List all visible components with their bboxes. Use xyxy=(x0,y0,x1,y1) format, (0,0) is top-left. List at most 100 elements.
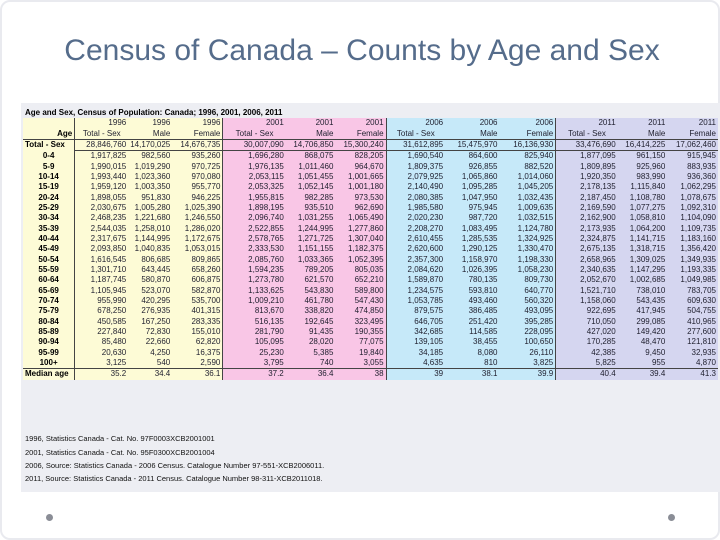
table-cell: 35.2 xyxy=(74,368,129,380)
table-cell: 738,010 xyxy=(617,285,668,296)
table-cell: 1,092,310 xyxy=(667,202,718,214)
year-header-cell: 2006 xyxy=(499,118,556,129)
table-cell: 2,030,675 xyxy=(74,202,129,214)
table-cell: 410,965 xyxy=(667,316,718,327)
table-cell: 813,670 xyxy=(222,306,286,317)
bullet-dot-left xyxy=(46,514,53,521)
table-cell: 970,080 xyxy=(172,171,223,183)
table-cell: 31,612,895 xyxy=(385,139,446,152)
table-cell: 955,990 xyxy=(74,295,129,307)
table-cell: 1,077,275 xyxy=(617,202,668,214)
table-cell: 20,630 xyxy=(74,347,129,358)
table-cell: 9,450 xyxy=(617,347,668,358)
census-table: 1996 1996 1996 2001 2001 2001 2006 2006 2006 2011… xyxy=(23,118,718,380)
table-cell: 1,058,810 xyxy=(617,213,668,224)
measure-header-row: Age Total - Sex Male Female Total - Sex Male F… xyxy=(23,128,718,140)
table-cell: 2,610,455 xyxy=(385,233,446,245)
table-cell: 825,940 xyxy=(499,150,556,162)
table-cell: 1,616,545 xyxy=(74,254,129,265)
table-cell: 1,993,440 xyxy=(74,171,129,183)
table-cell: 580,870 xyxy=(128,275,173,286)
table-cell: 2,317,675 xyxy=(74,233,129,245)
table-cell: 227,840 xyxy=(74,326,129,338)
table-cell: 1,065,860 xyxy=(445,171,500,183)
table-cell: 982,285 xyxy=(285,192,336,203)
table-cell: 1,309,025 xyxy=(617,254,668,265)
table-cell: 1,001,665 xyxy=(335,171,387,183)
table-cell: 1,521,710 xyxy=(555,285,618,296)
source-note-2006: 2006, Source: Statistics Canada - 2006 C… xyxy=(25,461,325,470)
table-cell: 170,285 xyxy=(555,337,618,348)
table-cell: 1,959,120 xyxy=(74,182,129,193)
table-cell: 1,286,020 xyxy=(172,223,223,234)
table-cell: 1,158,060 xyxy=(555,295,618,307)
table-row: 0-4 1,917,825 982,560 935,260 1,696,280 868,0… xyxy=(23,150,718,162)
table-cell: 982,560 xyxy=(128,150,173,162)
table-cell: 15,475,970 xyxy=(445,139,500,152)
table-cell: 1,141,715 xyxy=(617,233,668,245)
table-cell: 26,110 xyxy=(499,347,556,358)
table-cell: 2,053,325 xyxy=(222,182,286,193)
measure-header-cell: Female xyxy=(667,128,718,140)
table-cell: 652,210 xyxy=(335,275,387,286)
table-cell: 2,162,900 xyxy=(555,213,618,224)
table-cell: 809,865 xyxy=(172,254,223,265)
table-row: 55-59 1,301,710 643,445 658,260 1,594,235 789… xyxy=(23,264,718,276)
table-cell: 970,725 xyxy=(172,161,223,172)
table-cell: 14,676,735 xyxy=(172,139,223,152)
table-cell: 299,085 xyxy=(617,316,668,327)
table-cell: 2,079,925 xyxy=(385,171,446,183)
row-label: 25-29 xyxy=(23,202,75,214)
row-label: 95-99 xyxy=(23,347,75,358)
row-label: 70-74 xyxy=(23,295,75,307)
table-cell: 805,035 xyxy=(335,264,387,276)
table-cell: 882,520 xyxy=(499,161,556,172)
table-row: 70-74 955,990 420,295 535,700 1,009,210 461,7… xyxy=(23,295,718,307)
table-cell: 1,011,460 xyxy=(285,161,336,172)
table-row: 75-79 678,250 276,935 401,315 813,670 338,820… xyxy=(23,306,718,317)
table-cell: 14,170,025 xyxy=(128,139,173,152)
table-cell: 1,244,995 xyxy=(285,223,336,234)
table-cell: 1,065,490 xyxy=(335,213,387,224)
table-cell: 1,198,330 xyxy=(499,254,556,265)
table-cell: 2,085,760 xyxy=(222,254,286,265)
table-cell: 2,178,135 xyxy=(555,182,618,193)
table-cell: 1,009,635 xyxy=(499,202,556,214)
year-header-cell: 2011 xyxy=(617,118,668,129)
table-cell: 523,070 xyxy=(128,285,173,296)
table-cell: 2,093,850 xyxy=(74,244,129,255)
table-row: 95-99 20,630 4,250 16,375 25,230 5,385 19,840 3… xyxy=(23,347,718,358)
table-cell: 1,115,840 xyxy=(617,182,668,193)
table-cell: 276,935 xyxy=(128,306,173,317)
table-cell: 2,053,115 xyxy=(222,171,286,183)
table-cell: 251,420 xyxy=(445,316,500,327)
table-cell: 1,809,895 xyxy=(555,161,618,172)
measure-header-cell: Male xyxy=(617,128,668,140)
table-cell: 2,522,855 xyxy=(222,223,286,234)
table-cell: 1,109,735 xyxy=(667,223,718,234)
table-row: 35-39 2,544,035 1,258,010 1,286,020 2,522,85… xyxy=(23,223,718,234)
table-cell: 582,870 xyxy=(172,285,223,296)
table-cell: 2,590 xyxy=(172,357,223,369)
table-cell: 1,589,870 xyxy=(385,275,446,286)
table-cell: 961,150 xyxy=(617,150,668,162)
year-header-cell: 1996 xyxy=(128,118,173,129)
table-cell: 678,250 xyxy=(74,306,129,317)
table-cell: 4,870 xyxy=(667,357,718,369)
table-cell: 609,630 xyxy=(667,295,718,307)
table-cell: 48,470 xyxy=(617,337,668,348)
measure-header-cell: Total - Sex xyxy=(222,128,286,140)
table-cell: 38,455 xyxy=(445,337,500,348)
measure-header-cell: Female xyxy=(335,128,387,140)
table-cell: 879,575 xyxy=(385,306,446,317)
table-cell: 2,357,300 xyxy=(385,254,446,265)
source-note-2001: 2001, Statistics Canada - Cat. No. 95F03… xyxy=(25,448,215,457)
table-cell: 37.2 xyxy=(222,368,286,380)
table-cell: 323,495 xyxy=(335,316,387,327)
row-label: 50-54 xyxy=(23,254,75,265)
table-cell: 1,183,160 xyxy=(667,233,718,245)
measure-header-cell: Male xyxy=(128,128,173,140)
table-cell: 935,260 xyxy=(172,150,223,162)
table-cell: 540 xyxy=(128,357,173,369)
year-header-row: 1996 1996 1996 2001 2001 2001 2006 2006 2006 2011… xyxy=(23,118,718,129)
